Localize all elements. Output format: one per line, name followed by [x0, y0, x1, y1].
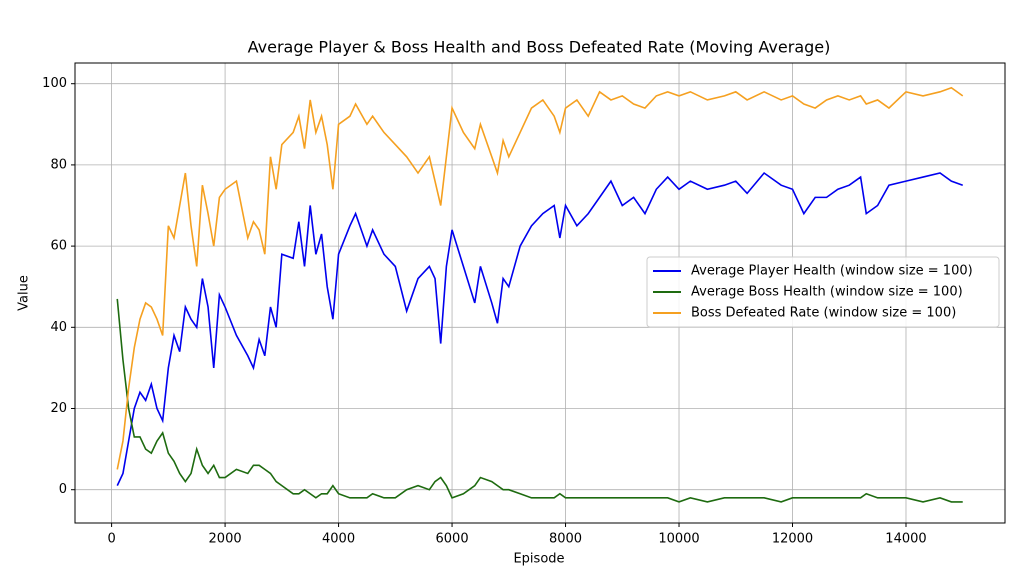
series-line: [116, 171, 963, 486]
y-axis-label: Value: [17, 275, 32, 311]
legend-label: Average Player Health (window size = 100…: [691, 264, 973, 279]
x-tick-label: 12000: [772, 532, 813, 547]
x-axis-label: Episode: [513, 552, 564, 567]
chart-title: Average Player & Boss Health and Boss De…: [248, 38, 831, 57]
y-tick-label: 80: [50, 157, 67, 172]
legend: Average Player Health (window size = 100…: [646, 256, 1000, 328]
x-tick-label: 14000: [885, 532, 926, 547]
series-line: [116, 86, 964, 470]
legend-label: Average Boss Health (window size = 100): [691, 285, 963, 300]
x-tick-label: 4000: [322, 532, 355, 547]
x-tick-label: 6000: [436, 532, 469, 547]
y-tick-label: 100: [42, 76, 67, 91]
series-line: [116, 298, 963, 503]
legend-box: [646, 256, 1000, 328]
x-tick-label: 8000: [549, 532, 582, 547]
legend-label: Boss Defeated Rate (window size = 100): [691, 306, 956, 321]
x-tick-label: 10000: [658, 532, 699, 547]
plot-frame: [74, 62, 1006, 524]
y-tick-label: 60: [50, 239, 67, 254]
y-tick-label: 40: [50, 320, 67, 335]
y-tick-label: 20: [50, 401, 67, 416]
x-tick-label: 2000: [209, 532, 242, 547]
y-tick-label: 0: [59, 482, 67, 497]
x-tick-label: 0: [107, 532, 115, 547]
